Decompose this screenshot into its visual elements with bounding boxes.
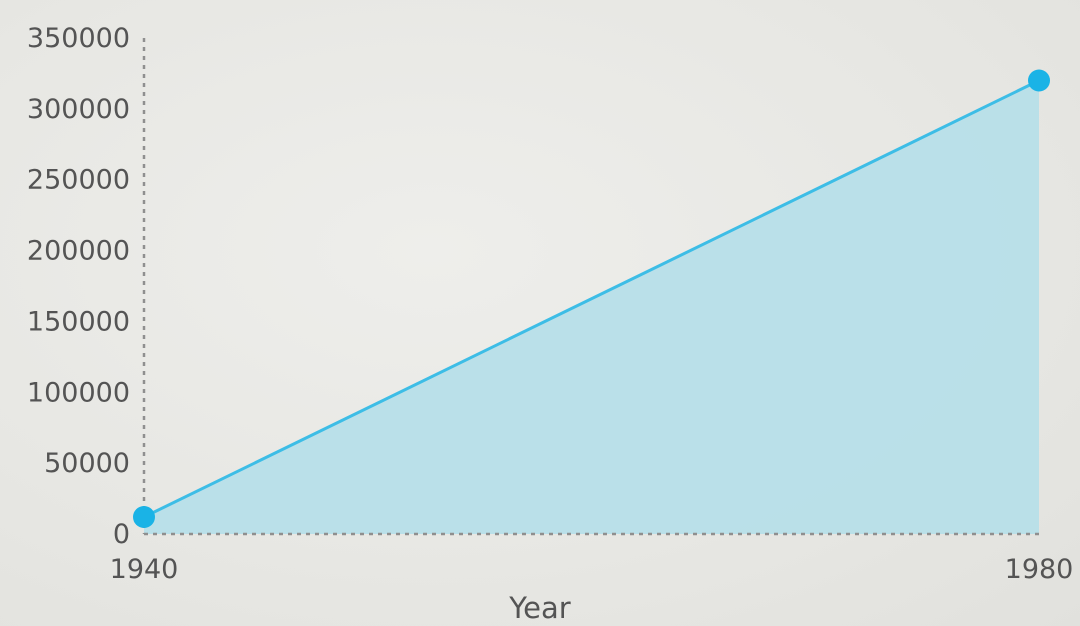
y-tick-label: 0 <box>113 519 130 550</box>
x-tick-label: 1980 <box>1005 554 1074 585</box>
y-tick-label: 100000 <box>27 377 130 408</box>
series-line <box>143 79 1040 519</box>
x-axis-ticks: 1940 1980 <box>110 554 1074 585</box>
y-tick-label: 300000 <box>27 94 130 125</box>
x-axis-title: Year <box>508 591 570 625</box>
y-tick-label: 50000 <box>44 448 130 479</box>
data-point[interactable] <box>1028 69 1050 92</box>
y-tick-label: 250000 <box>27 165 130 196</box>
area-fill <box>144 80 1039 534</box>
y-tick-label: 150000 <box>27 306 130 337</box>
y-tick-label: 350000 <box>27 23 130 54</box>
y-tick-label: 200000 <box>27 236 130 267</box>
x-tick-label: 1940 <box>110 554 179 585</box>
data-points <box>133 69 1050 528</box>
y-axis-ticks: 0 50000 100000 150000 200000 250000 300000 3500… <box>27 23 130 550</box>
data-point[interactable] <box>133 505 155 528</box>
